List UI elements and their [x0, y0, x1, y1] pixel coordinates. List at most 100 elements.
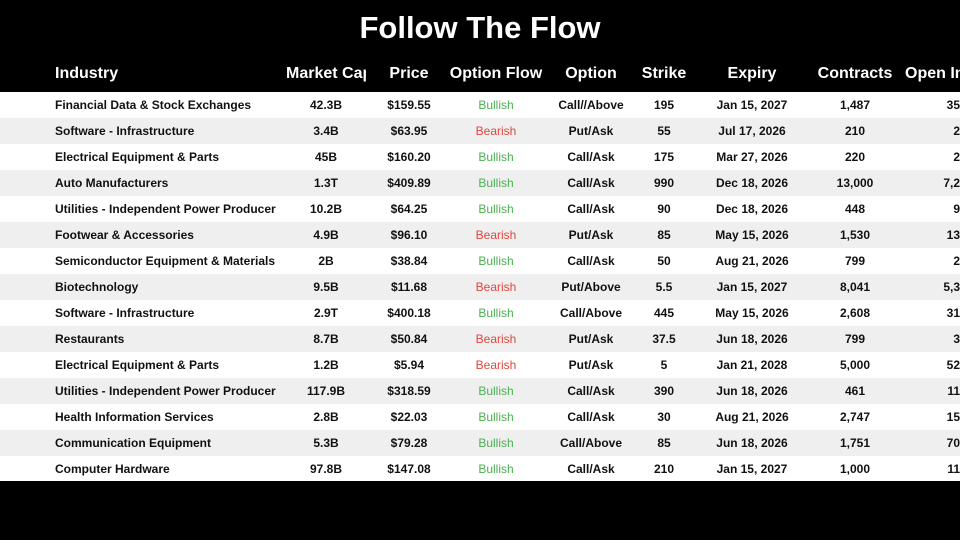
table-cell: 1,000: [839, 462, 871, 476]
table-cell: Jan 15, 2027: [716, 280, 788, 294]
table-cell: Call/Ask: [567, 176, 615, 190]
table-cell: Mar 27, 2026: [716, 150, 788, 164]
table-cell: Electrical Equipment & Parts: [55, 150, 220, 164]
table-cell: 1,487: [839, 98, 871, 112]
table-cell: 461: [844, 384, 866, 398]
table-cell: Jun 18, 2026: [716, 384, 788, 398]
table-cell: 15: [946, 410, 960, 424]
table-row: Software - Infrastructure 3.4B $63.95 Beari…: [0, 118, 960, 144]
table-cell: Bullish: [478, 436, 514, 450]
table-cell: Bullish: [478, 98, 514, 112]
table-cell: 7,2: [943, 176, 960, 190]
table-row: Restaurants 8.7B $50.84 Bearish Put/Ask 37.5 J…: [0, 326, 960, 352]
table-cell: 5.5: [655, 280, 673, 294]
column-header: Open In: [905, 65, 960, 82]
table-cell: Jan 15, 2027: [716, 462, 788, 476]
table: Industry Market Cap Price Option Flow Option…: [0, 55, 960, 481]
table-cell: 85: [657, 436, 671, 450]
table-cell: Jan 21, 2028: [716, 358, 788, 372]
table-cell: 31: [946, 306, 960, 320]
table-cell: 10.2B: [309, 202, 343, 216]
table-cell: $96.10: [390, 228, 428, 242]
table-cell: 5,000: [839, 358, 871, 372]
table-cell: Electrical Equipment & Parts: [55, 358, 220, 372]
table-cell: Bearish: [475, 124, 517, 138]
table-row: Electrical Equipment & Parts 1.2B $5.94 Bea…: [0, 352, 960, 378]
table-cell: 1,751: [839, 436, 871, 450]
table-cell: Call/Ask: [567, 410, 615, 424]
table-cell: $79.28: [390, 436, 428, 450]
table-cell: Health Information Services: [55, 410, 214, 424]
table-cell: 90: [657, 202, 671, 216]
table-cell: Put/Ask: [568, 332, 614, 346]
column-header: Market Cap: [286, 65, 366, 82]
table-cell: 390: [653, 384, 675, 398]
table-cell: 5: [660, 358, 668, 372]
table-cell: Bearish: [475, 358, 517, 372]
table-cell: Jun 18, 2026: [716, 436, 788, 450]
table-cell: Auto Manufacturers: [55, 176, 169, 190]
column-header: Expiry: [727, 65, 777, 82]
table-cell: $22.03: [390, 410, 428, 424]
table-cell: 8.7B: [313, 332, 339, 346]
table-cell: Computer Hardware: [55, 462, 170, 476]
table-row: Utilities - Independent Power Producer 10…: [0, 196, 960, 222]
column-header: Price: [389, 65, 429, 82]
table-cell: Bullish: [478, 150, 514, 164]
table-cell: Call/Ask: [567, 150, 615, 164]
table-cell: $50.84: [390, 332, 428, 346]
column-header: Strike: [641, 65, 687, 82]
table-cell: 45B: [314, 150, 337, 164]
table-row: Biotechnology 9.5B $11.68 Bearish Put/Above 5…: [0, 274, 960, 300]
table-cell: 50: [657, 254, 671, 268]
table-row: Utilities - Independent Power Producer 11…: [0, 378, 960, 404]
table-cell: Bearish: [475, 332, 517, 346]
table-cell: $38.84: [390, 254, 428, 268]
table-cell: $409.89: [387, 176, 431, 190]
table-row: Auto Manufacturers 1.3T $409.89 Bullish Call…: [0, 170, 960, 196]
table-row: Semiconductor Equipment & Materials 2B $38…: [0, 248, 960, 274]
table-cell: Jan 15, 2027: [716, 98, 788, 112]
table-cell: Dec 18, 2026: [715, 176, 789, 190]
table-cell: Bullish: [478, 254, 514, 268]
table-cell: 9.5B: [313, 280, 339, 294]
table-cell: 2: [953, 254, 960, 268]
table-cell: 52: [946, 358, 960, 372]
table-cell: 990: [653, 176, 675, 190]
table-cell: 2: [953, 124, 960, 138]
table-cell: Put/Ask: [568, 358, 614, 372]
column-header: Option Flow: [449, 65, 543, 82]
table-cell: 4.9B: [313, 228, 339, 242]
table-row: Health Information Services 2.8B $22.03 Bul…: [0, 404, 960, 430]
table-cell: Call/Above: [559, 306, 622, 320]
table-cell: May 15, 2026: [715, 306, 789, 320]
table-cell: Call/Ask: [567, 462, 615, 476]
column-header: Industry: [55, 65, 119, 82]
table-cell: Put/Above: [561, 280, 621, 294]
table-row: Footwear & Accessories 4.9B $96.10 Bearish P…: [0, 222, 960, 248]
table-cell: 35: [946, 98, 960, 112]
title: Follow The Flow: [359, 10, 601, 45]
table-cell: 2,608: [839, 306, 871, 320]
table-cell: $318.59: [387, 384, 431, 398]
table-cell: $400.18: [387, 306, 431, 320]
table-cell: Bullish: [478, 202, 514, 216]
table-cell: 1.2B: [313, 358, 339, 372]
table-cell: 1.3T: [313, 176, 338, 190]
table-cell: May 15, 2026: [715, 228, 789, 242]
table-cell: Utilities - Independent Power Producer: [55, 202, 276, 216]
table-cell: Communication Equipment: [55, 436, 211, 450]
table-cell: 13: [946, 228, 960, 242]
table-cell: Bullish: [478, 306, 514, 320]
table-cell: 11: [947, 462, 960, 476]
table-cell: Bearish: [475, 228, 517, 242]
table-cell: $159.55: [387, 98, 431, 112]
table-cell: $160.20: [387, 150, 431, 164]
table-cell: Put/Ask: [568, 228, 614, 242]
table-cell: 445: [653, 306, 675, 320]
table-cell: Bullish: [478, 176, 514, 190]
table-cell: 37.5: [652, 332, 676, 346]
table-cell: 210: [653, 462, 675, 476]
table-cell: 195: [653, 98, 675, 112]
